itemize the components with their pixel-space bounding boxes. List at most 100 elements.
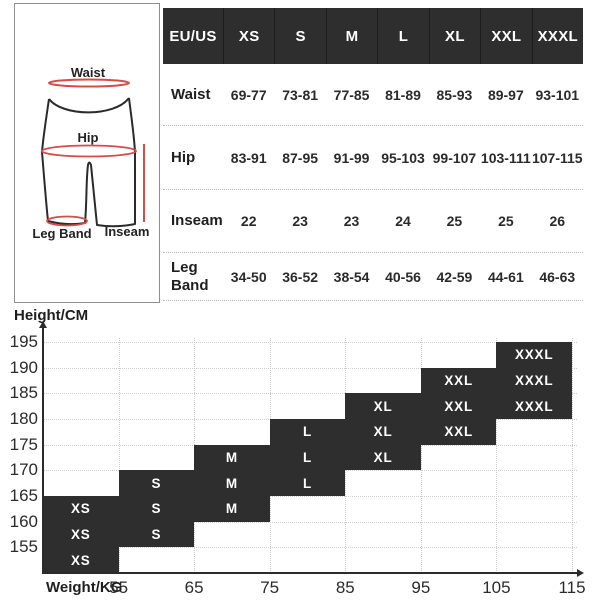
measurement-row-label: Inseam	[171, 212, 223, 230]
measurement-row-label: Leg Band	[171, 259, 209, 294]
size-cell: XXXL	[496, 367, 572, 394]
y-axis-tick-label: 160	[9, 511, 38, 531]
y-axis-title: Height/CM	[14, 307, 89, 324]
measurement-row-label: Hip	[171, 148, 196, 166]
measurement-value: 73-81	[282, 86, 319, 103]
waist-label: Waist	[70, 65, 106, 80]
size-cell-label: XXXL	[514, 347, 554, 363]
h-gridline	[43, 367, 577, 369]
hip-label: Hip	[77, 130, 99, 145]
measurement-value: 87-95	[282, 149, 319, 166]
leg-band-label: Leg Band	[32, 226, 92, 241]
inseam-label: Inseam	[104, 224, 150, 239]
size-cell-label: XS	[70, 501, 91, 517]
measurement-value: 107-115	[531, 149, 583, 166]
x-axis-tick-label: 65	[184, 578, 204, 597]
measurement-row: Leg Band 34-50 36-52 38-54 40-56 42-59 44-61 46…	[163, 253, 583, 301]
shorts-diagram: Waist Hip Leg Band Inseam	[14, 3, 160, 303]
y-axis-tick-label: 185	[9, 383, 38, 403]
size-cell-label: M	[225, 475, 238, 491]
x-axis-tick-label: 105	[482, 578, 511, 597]
x-axis-tick-label: 85	[335, 578, 355, 597]
size-cell-label: XXXL	[514, 373, 554, 389]
measurement-value: 44-61	[487, 268, 524, 285]
measurement-value: 25	[446, 213, 463, 229]
measurement-value: 38-54	[333, 268, 370, 285]
size-cell: XL	[345, 444, 421, 471]
v-gridline	[572, 338, 573, 573]
measurement-value: 23	[343, 213, 360, 229]
y-axis-line	[42, 328, 44, 574]
y-axis-tick-label: 195	[9, 332, 38, 351]
h-gridline	[43, 547, 577, 549]
size-column-header: S	[274, 8, 325, 64]
size-cell: S	[118, 470, 195, 496]
size-cell-label: XL	[373, 450, 393, 466]
size-cell: S	[118, 521, 195, 548]
size-column-header: XXXL	[531, 8, 583, 64]
size-cell: L	[269, 419, 346, 445]
size-cell: XS	[43, 496, 119, 522]
size-cell-label: XXL	[444, 424, 474, 440]
x-axis-title: Weight/KG	[46, 579, 123, 596]
size-cell: M	[194, 470, 270, 496]
size-column-header: XXL	[480, 8, 531, 64]
size-column-header: XL	[428, 8, 480, 64]
hip-measure-ellipse	[41, 144, 137, 158]
measurement-value: 99-107	[432, 149, 477, 166]
measurement-value: 85-93	[436, 86, 473, 103]
measurement-value: 34-50	[230, 268, 267, 285]
measurement-value: 40-56	[385, 268, 421, 285]
size-cell-label: XS	[70, 552, 91, 568]
size-cell: XXL	[420, 419, 497, 445]
y-axis-tick-label: 180	[9, 409, 38, 428]
h-gridline	[43, 521, 577, 523]
measurement-row: Waist 69-77 73-81 77-85 81-89 85-93 89-97 93-10…	[163, 64, 583, 126]
size-cell: L	[269, 444, 346, 471]
size-cell-label: XXXL	[514, 398, 554, 414]
measurement-value: 25	[498, 213, 514, 229]
y-axis-tick-label: 155	[9, 537, 38, 557]
size-column-header: XS	[223, 8, 274, 64]
size-cell: M	[194, 496, 270, 522]
size-cell: L	[269, 470, 346, 496]
measurement-value: 42-59	[436, 268, 473, 285]
size-cell-label: L	[302, 475, 312, 491]
y-axis-tick-label: 165	[9, 486, 38, 505]
size-cell: M	[194, 444, 270, 471]
measurement-value: 22	[240, 213, 257, 229]
size-cell-label: S	[151, 501, 162, 517]
size-cell-label: M	[225, 450, 238, 466]
size-table-body: Waist 69-77 73-81 77-85 81-89 85-93 89-97 93-10…	[163, 64, 583, 301]
size-cell: XS	[43, 547, 119, 573]
x-axis-tick-label: 95	[411, 578, 431, 597]
measurement-value: 24	[395, 213, 411, 229]
h-gridline	[43, 496, 577, 497]
measurement-value: 69-77	[230, 86, 267, 103]
measurement-value: 93-101	[535, 86, 580, 103]
measurement-value: 36-52	[282, 268, 319, 285]
size-column-header: L	[377, 8, 428, 64]
x-axis-tick-label: 75	[260, 578, 280, 597]
measurement-value: 81-89	[385, 86, 421, 103]
h-gridline	[43, 342, 577, 343]
y-axis-tick-label: 175	[9, 434, 38, 454]
measurement-value: 91-99	[333, 149, 370, 166]
measurement-value: 46-63	[539, 268, 576, 285]
legband-measure-ellipse	[46, 215, 88, 227]
size-cell-label: XL	[373, 424, 393, 440]
waist-measure-ellipse	[48, 78, 130, 88]
size-cell: XL	[345, 419, 421, 445]
measurement-value: 103-111	[480, 149, 531, 166]
measurement-row: Hip 83-91 87-95 91-99 95-103 99-107 103-111 107…	[163, 126, 583, 190]
size-cell-label: S	[151, 475, 162, 491]
height-weight-chart: Height/CM Weight/KG 195 190 185 180 175 170 16…	[0, 305, 600, 600]
size-cell: XXXL	[496, 393, 572, 419]
v-gridline	[118, 338, 120, 573]
measurement-value: 23	[292, 213, 308, 229]
h-gridline	[43, 393, 577, 395]
measurement-value: 83-91	[230, 149, 267, 166]
size-chart-table: EU/US XS S M L XL XXL XXXL Waist 69-77 73-81 77-85…	[163, 8, 583, 301]
shorts-outline-drawing	[41, 78, 145, 228]
